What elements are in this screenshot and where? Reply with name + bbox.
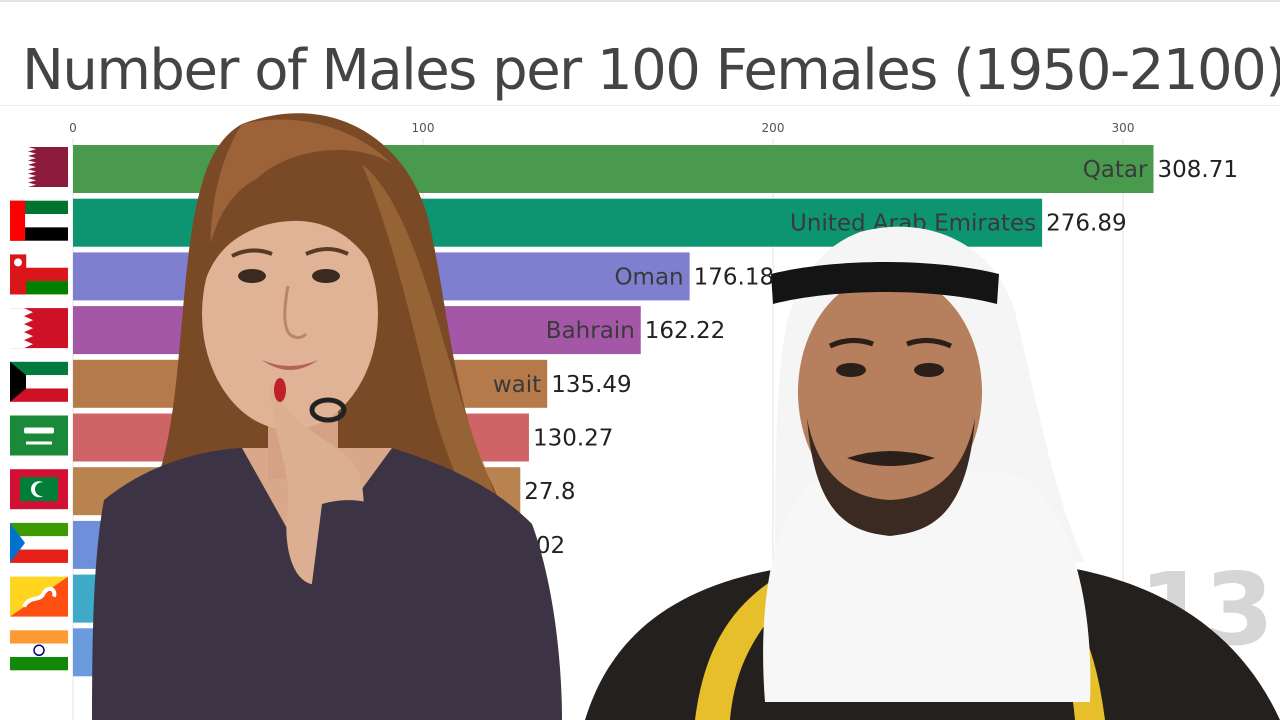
uae-flag xyxy=(10,200,68,241)
flags xyxy=(10,147,68,671)
oman-flag xyxy=(10,254,68,295)
kuwait-flag xyxy=(10,361,68,402)
top-divider xyxy=(0,0,1280,2)
qatar-flag xyxy=(10,147,68,187)
saudi-arabia-flag xyxy=(10,415,68,456)
man-photo xyxy=(585,226,1280,720)
chart-title: Number of Males per 100 Females (1950-21… xyxy=(22,38,1280,103)
bar-value-label: 130.27 xyxy=(533,426,613,452)
bar-value-label: 176.18 xyxy=(694,264,774,290)
title-divider xyxy=(0,105,1280,106)
bar-name-label: Qatar xyxy=(1083,157,1148,183)
bar-value-label: 135.49 xyxy=(551,372,631,398)
woman-photo xyxy=(92,113,562,720)
bar-name-label: Bahrain xyxy=(546,318,635,344)
x-tick-label-200: 200 xyxy=(762,121,785,135)
maldives-flag xyxy=(10,469,68,510)
bar-value-label: 27.8 xyxy=(524,479,575,505)
bar-value-label: 308.71 xyxy=(1157,157,1237,183)
bar-value-label: 276.89 xyxy=(1046,211,1126,237)
bhutan-flag xyxy=(10,576,68,617)
equatorial-guinea-flag xyxy=(10,522,68,563)
x-tick-label-100: 100 xyxy=(412,121,435,135)
x-tick-label-300: 300 xyxy=(1112,121,1135,135)
bar-value-label: 162.22 xyxy=(645,318,725,344)
bar-name-label: Oman xyxy=(614,264,683,290)
india-flag xyxy=(10,630,68,671)
bar-name-label: wait xyxy=(493,372,541,398)
x-tick-label-0: 0 xyxy=(69,121,77,135)
bahrain-flag xyxy=(10,308,68,349)
